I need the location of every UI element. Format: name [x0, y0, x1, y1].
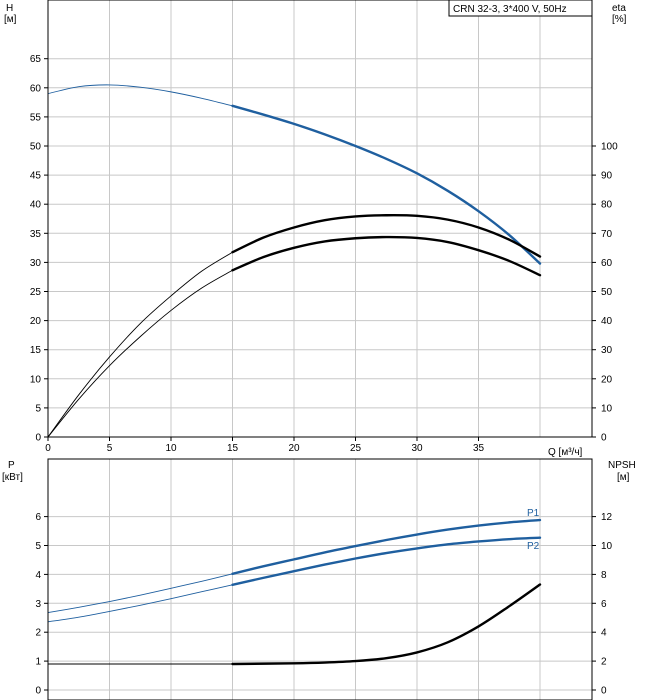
chart-title-box	[448, 0, 593, 17]
upper-series-2-line	[47, 269, 233, 438]
upper-left-axis-label: H	[6, 3, 13, 14]
lower-series-0-line	[47, 573, 233, 613]
upper-right-axis-label: eta	[612, 3, 626, 14]
lower-left-tick-label: 2	[35, 628, 41, 639]
lower-right-axis-unit: [м]	[617, 472, 630, 483]
upper-series-2-operating-line	[231, 235, 542, 277]
upper-ticks: 0510152025303540455055606501020304050607…	[30, 54, 618, 454]
upper-left-tick-label: 20	[30, 316, 42, 327]
upper-series-0-line	[47, 84, 233, 107]
lower-left-axis-unit: [кВт]	[2, 472, 23, 483]
lower-plot-frame	[47, 458, 593, 700]
x-tick-label: 35	[473, 443, 485, 454]
upper-grid	[48, 0, 592, 437]
lower-series-0-operating-line	[231, 518, 542, 576]
x-tick-label: 5	[107, 443, 113, 454]
lower-series-1-line	[47, 584, 233, 623]
upper-right-tick-label: 20	[601, 374, 613, 385]
upper-right-tick-label: 90	[601, 171, 613, 182]
lower-grid	[48, 459, 592, 700]
lower-right-tick-label: 12	[601, 512, 613, 523]
upper-right-tick-label: 10	[601, 403, 613, 414]
lower-left-tick-label: 3	[35, 599, 41, 610]
lower-left-tick-label: 6	[35, 512, 41, 523]
series-label-p1: P1	[527, 508, 540, 519]
upper-left-tick-label: 35	[30, 229, 42, 240]
series-label-p2: P2	[527, 541, 540, 552]
upper-left-tick-label: 15	[30, 345, 42, 356]
upper-left-tick-label: 25	[30, 287, 42, 298]
lower-right-tick-label: 6	[601, 599, 607, 610]
lower-right-tick-label: 0	[601, 686, 607, 697]
upper-left-tick-label: 50	[30, 142, 42, 153]
lower-left-tick-label: 0	[35, 686, 41, 697]
upper-series-1-operating-line	[231, 214, 542, 258]
lower-right-tick-label: 4	[601, 628, 607, 639]
lower-left-axis-label: P	[8, 460, 15, 471]
x-tick-label: 0	[45, 443, 51, 454]
upper-right-tick-label: 30	[601, 345, 613, 356]
upper-left-tick-label: 60	[30, 83, 42, 94]
x-tick-label: 20	[288, 443, 300, 454]
x-axis-label: Q [м³/ч]	[548, 447, 583, 458]
lower-right-tick-label: 8	[601, 570, 607, 581]
upper-right-tick-label: 80	[601, 200, 613, 211]
upper-left-axis-unit: [м]	[4, 14, 17, 25]
x-tick-label: 15	[227, 443, 239, 454]
x-tick-label: 25	[350, 443, 362, 454]
upper-left-tick-label: 0	[35, 433, 41, 444]
lower-right-tick-label: 2	[601, 657, 607, 668]
upper-right-tick-label: 40	[601, 316, 613, 327]
upper-right-tick-label: 70	[601, 229, 613, 240]
upper-right-tick-label: 0	[601, 433, 607, 444]
chart-title: CRN 32-3, 3*400 V, 50Hz	[453, 4, 567, 15]
lower-left-tick-label: 4	[35, 570, 41, 581]
x-tick-label: 10	[165, 443, 177, 454]
upper-right-axis-unit: [%]	[612, 14, 627, 25]
upper-panel: 0510152025303540455055606501020304050607…	[4, 0, 627, 458]
upper-right-tick-label: 50	[601, 287, 613, 298]
upper-left-tick-label: 40	[30, 200, 42, 211]
upper-plot-frame	[47, 0, 593, 438]
upper-series	[47, 84, 542, 438]
lower-series-1-operating-line	[231, 536, 542, 586]
lower-right-tick-label: 10	[601, 541, 613, 552]
upper-left-tick-label: 65	[30, 54, 42, 65]
upper-series-0-operating-line	[231, 104, 542, 265]
lower-left-tick-label: 5	[35, 541, 41, 552]
upper-left-tick-label: 5	[35, 403, 41, 414]
upper-left-tick-label: 30	[30, 258, 42, 269]
lower-series	[47, 518, 542, 666]
upper-left-tick-label: 55	[30, 112, 42, 123]
upper-right-tick-label: 60	[601, 258, 613, 269]
upper-left-tick-label: 45	[30, 171, 42, 182]
lower-series-2-operating-line	[231, 583, 542, 666]
upper-right-tick-label: 100	[601, 142, 618, 153]
x-tick-label: 30	[411, 443, 423, 454]
upper-left-tick-label: 10	[30, 374, 42, 385]
lower-left-tick-label: 1	[35, 657, 41, 668]
upper-series-1-line	[47, 251, 233, 438]
lower-right-axis-label: NPSH	[608, 460, 636, 471]
